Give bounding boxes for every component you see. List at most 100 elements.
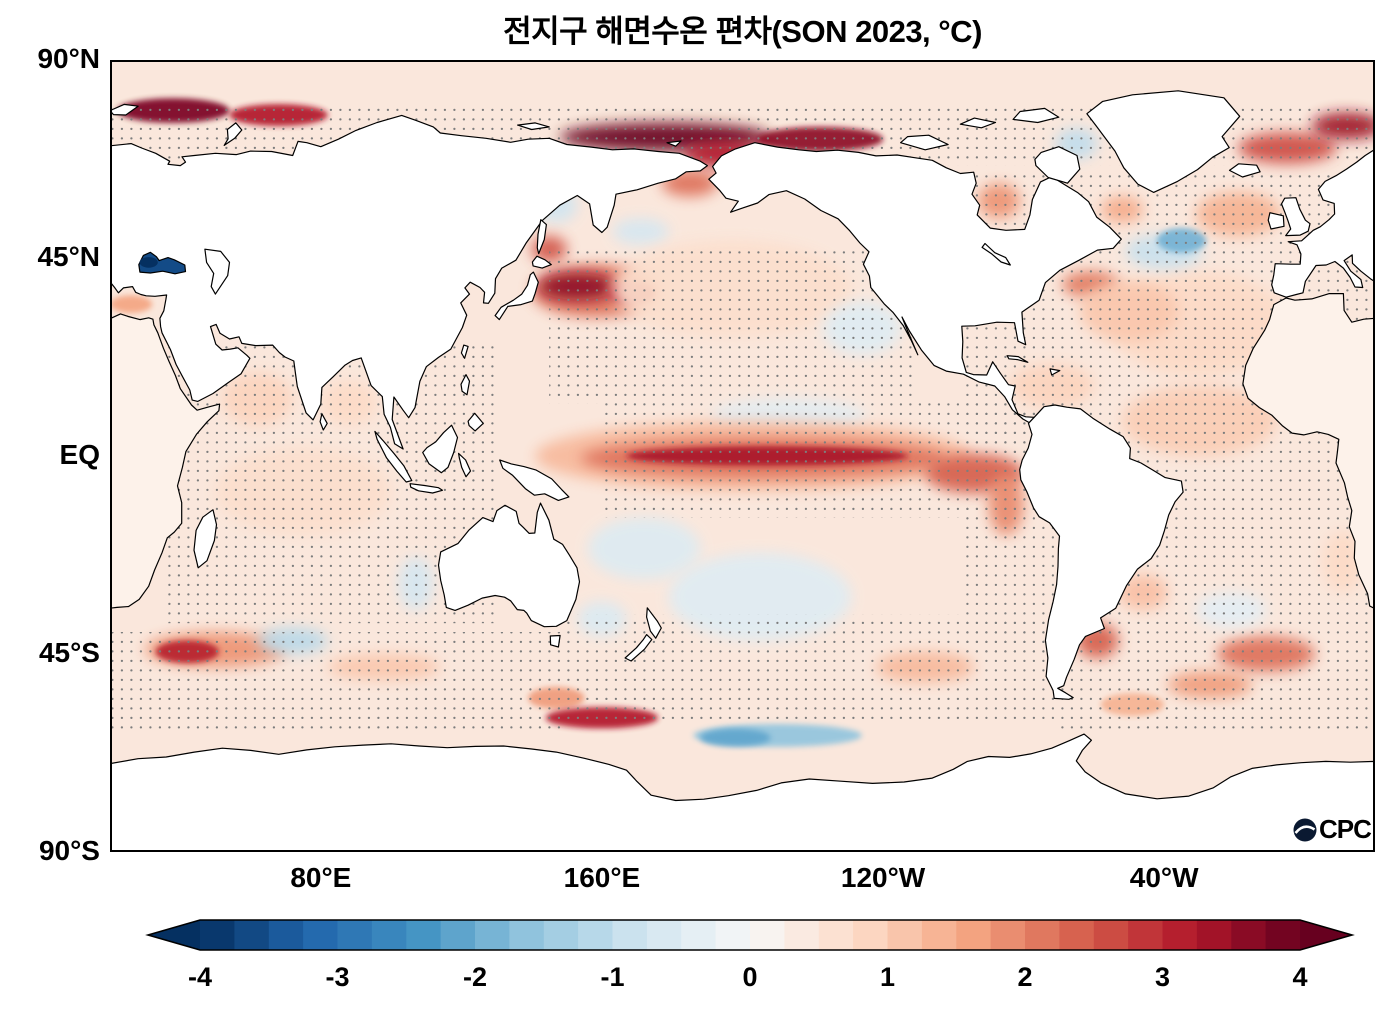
colorbar-segment <box>1265 920 1301 950</box>
y-axis-tick-90s: 90°S <box>38 835 100 866</box>
colorbar-segment <box>956 920 992 950</box>
colorbar-svg <box>145 919 1355 951</box>
land-ireland <box>1267 212 1285 230</box>
spcz-cool-anomaly <box>587 517 701 580</box>
colorbar-segment <box>543 920 579 950</box>
land-layer <box>110 90 1375 852</box>
colorbar-segment <box>406 920 442 950</box>
colorbar-segment <box>1162 920 1198 950</box>
caspian-sea <box>204 248 231 295</box>
cpc-logo-text: CPC <box>1319 814 1372 844</box>
colorbar-segment <box>1128 920 1164 950</box>
colorbar-segment <box>268 920 304 950</box>
colorbar-right-arrow <box>1300 920 1352 950</box>
land-uk <box>1280 197 1311 237</box>
land-sri-lanka <box>319 413 328 431</box>
colorbar-tick--1: -1 <box>600 962 625 992</box>
x-axis-tick-120w: 120°W <box>840 862 926 893</box>
colorbar-tick--2: -2 <box>462 962 488 992</box>
colorbar-segment <box>475 920 510 950</box>
colorbar-segment <box>303 920 339 950</box>
colorbar-tick-0: 0 <box>742 962 758 992</box>
land-iceland <box>1228 163 1261 178</box>
land-europe-right <box>1271 148 1375 298</box>
colorbar-segment <box>1196 920 1232 950</box>
land-africa-east <box>110 313 221 609</box>
colorbar-segment <box>440 920 476 950</box>
stipple-southern-indian <box>110 632 567 729</box>
inland-seas-layer <box>138 242 1011 295</box>
chart-title: 전지구 해면수온 편차(SON 2023, °C) <box>503 14 982 49</box>
colorbar-tick-4: 4 <box>1292 962 1308 992</box>
colorbar-tick-2: 2 <box>1017 962 1033 992</box>
land-sumatra <box>374 430 413 483</box>
colorbar-segment <box>853 920 889 950</box>
stipple-north-pacific <box>549 249 919 404</box>
colorbar-segment <box>371 920 407 950</box>
land-wrangel <box>666 140 682 147</box>
land-japan-honshu <box>494 271 539 321</box>
land-australia <box>437 502 581 628</box>
land-north-america <box>708 142 1122 424</box>
land-hispaniola <box>1049 368 1061 376</box>
land-new-guinea <box>499 459 570 501</box>
colorbar-tick--3: -3 <box>325 962 350 992</box>
x-axis-tick-160e: 160°E <box>563 862 641 893</box>
colorbar-segment <box>337 920 373 950</box>
colorbar-segment <box>887 920 923 950</box>
colorbar-segment <box>1025 920 1060 950</box>
colorbar-segment <box>750 920 785 950</box>
colorbar-segment <box>200 920 235 950</box>
stipple-south-atlantic-southern <box>1058 654 1375 729</box>
land-hokkaido <box>531 255 552 269</box>
colorbar-segment <box>1059 920 1095 950</box>
land-nz-south <box>624 634 653 662</box>
land-cuba <box>1006 355 1029 363</box>
colorbar-segment <box>646 920 682 950</box>
noaa-circle-icon <box>1293 818 1317 841</box>
land-ellesmere <box>1012 107 1060 124</box>
land-luzon <box>460 374 471 396</box>
land-greenland <box>1086 90 1241 193</box>
land-baffin <box>1034 146 1081 184</box>
colorbar-segment <box>681 920 717 950</box>
land-taiwan <box>460 344 469 359</box>
x-axis-tick-80e: 80°E <box>290 862 352 893</box>
colorbar: -4 -3 -2 -1 0 1 2 3 4 <box>0 916 1400 1008</box>
colorbar-segment <box>990 920 1026 950</box>
colorbar-tick--4: -4 <box>187 962 213 992</box>
y-axis-tick-eq: EQ <box>59 439 100 470</box>
land-south-america <box>1019 404 1184 700</box>
colorbar-segment <box>1093 920 1129 950</box>
land-victoria-island <box>900 134 949 151</box>
colorbar-outline <box>145 919 1355 951</box>
colorbar-segment <box>1231 920 1267 950</box>
colorbar-segment <box>612 920 648 950</box>
colorbar-segment <box>921 920 957 950</box>
nw-pacific-cool-anomaly <box>612 218 669 245</box>
land-antarctica <box>110 733 1375 852</box>
colorbar-segment <box>234 920 270 950</box>
colorbar-segment <box>715 920 751 950</box>
mediterranean-warm-anomaly <box>110 295 153 313</box>
y-axis-tick-90n: 90°N <box>37 43 100 74</box>
great-lakes <box>981 242 1011 266</box>
land-madagascar <box>193 509 218 569</box>
land-new-siberian <box>517 122 550 131</box>
black-sea-cold-core <box>139 257 158 268</box>
land-eurasia <box>110 114 708 450</box>
colorbar-tick-3: 3 <box>1154 962 1171 992</box>
land-africa-right <box>1242 293 1375 610</box>
land-mindanao <box>467 412 484 432</box>
colorbar-segment <box>784 920 820 950</box>
land-tasmania <box>549 634 561 648</box>
colorbar-segment <box>509 920 545 950</box>
land-borneo <box>422 424 459 474</box>
land-nz-north <box>646 607 662 639</box>
colorbar-left-arrow <box>148 920 200 950</box>
land-sulawesi <box>458 452 472 478</box>
colorbar-tick-1: 1 <box>879 962 896 992</box>
x-axis-tick-40w: 40°W <box>1129 862 1199 893</box>
sst-anomaly-map-svg <box>110 60 1375 852</box>
